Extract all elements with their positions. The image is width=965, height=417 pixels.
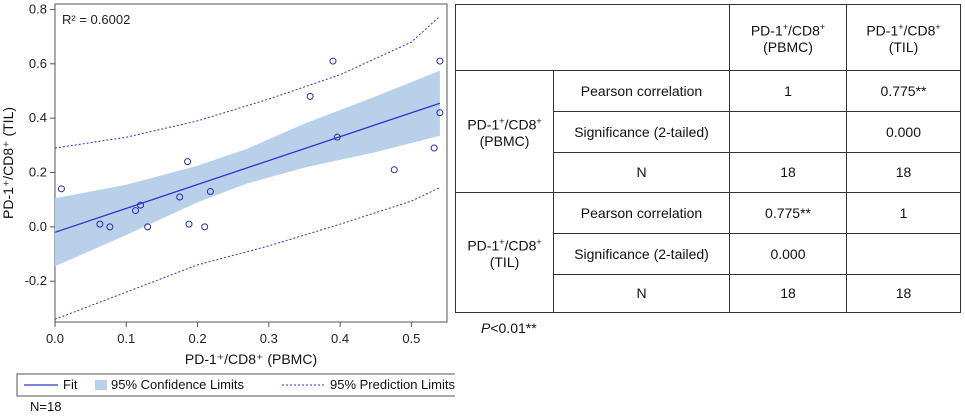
row-group-label-pbmc: PD-1+/CD8+ (PBMC) — [455, 70, 554, 193]
value-cell: 18 — [729, 274, 847, 313]
x-tick-label: 0.0 — [46, 331, 64, 346]
data-point — [329, 57, 337, 65]
value-cell — [729, 111, 847, 153]
stat-label: N — [553, 152, 730, 193]
legend-confidence-label: 95% Confidence Limits — [111, 377, 244, 392]
legend-fit-label: Fit — [63, 377, 78, 392]
value-cell — [846, 233, 961, 275]
stat-label: Significance (2-tailed) — [553, 111, 730, 153]
prediction-limit-upper — [54, 15, 441, 149]
y-tick-label: 0.2 — [29, 165, 47, 180]
table-row: PD-1+/CD8+ (TIL) Pearson correlation 0.77… — [455, 192, 961, 313]
table-row: Significance (2-tailed) 0.000 — [456, 111, 961, 153]
data-point — [185, 220, 193, 228]
value-cell: 18 — [729, 152, 847, 193]
legend-prediction-label: 95% Prediction Limits — [330, 377, 455, 392]
data-point — [96, 220, 104, 228]
fit-line — [54, 102, 441, 233]
header-empty-cell — [455, 4, 730, 71]
x-tick-label: 0.3 — [260, 331, 278, 346]
y-tick-label: 0.6 — [29, 56, 47, 71]
data-point — [176, 193, 184, 201]
value-cell: 0.775** — [729, 192, 847, 234]
p-value-note: P<0.01** — [481, 320, 537, 336]
plot-frame — [54, 3, 448, 323]
table-header-row: PD-1+/CD8+ (PBMC) PD-1+/CD8+ (TIL) — [455, 4, 961, 71]
value-cell: 0.000 — [729, 233, 847, 275]
col-header-pbmc: PD-1+/CD8+ (PBMC) — [729, 4, 847, 71]
col-header-til: PD-1+/CD8+ (TIL) — [846, 4, 961, 71]
x-axis-title: PD-1⁺/CD8⁺ (PBMC) — [185, 351, 317, 367]
data-point — [201, 223, 209, 231]
stat-label: Significance (2-tailed) — [553, 233, 730, 275]
value-cell: 1 — [846, 192, 961, 234]
value-cell: 0.775** — [846, 70, 961, 112]
scatter-chart: 0.0 0.1 0.2 0.3 0.4 0.5 -0.2 0.0 0.2 0.4 0.6 0.8 R… — [0, 1, 455, 397]
prediction-limit-lower — [54, 187, 441, 320]
data-point — [436, 57, 444, 65]
table-row: N 18 18 — [456, 274, 961, 313]
y-tick-label: 0.4 — [29, 110, 47, 125]
x-tick-label: 0.5 — [402, 331, 420, 346]
data-point — [430, 144, 438, 152]
correlation-table: PD-1+/CD8+ (PBMC) PD-1+/CD8+ (TIL) PD-1+/C… — [455, 4, 961, 313]
value-cell: 0.000 — [846, 111, 961, 153]
confidence-band — [55, 70, 440, 267]
legend-box — [16, 373, 455, 397]
table-row: PD-1+/CD8+ (PBMC) Pearson correlation 1 0… — [455, 70, 961, 193]
y-tick-label: 0.8 — [29, 1, 47, 16]
data-point — [436, 109, 444, 117]
row-group-label-til: PD-1+/CD8+ (TIL) — [455, 192, 554, 313]
sample-size-note: N=18 — [30, 399, 62, 414]
stat-label: Pearson correlation — [553, 192, 730, 234]
data-point — [137, 201, 145, 209]
stat-label: Pearson correlation — [553, 70, 730, 112]
data-point — [132, 207, 140, 215]
data-point — [144, 223, 152, 231]
data-point — [106, 223, 114, 231]
data-point — [306, 92, 314, 100]
x-tick-label: 0.4 — [331, 331, 349, 346]
data-point — [57, 185, 65, 193]
legend-confidence-swatch — [95, 380, 107, 390]
y-axis-title: PD-1⁺/CD8⁺ (TIL) — [0, 107, 16, 219]
y-tick-label: 0.0 — [29, 219, 47, 234]
stat-label: N — [553, 274, 730, 313]
x-tick-label: 0.2 — [189, 331, 207, 346]
data-point — [184, 158, 192, 166]
value-cell: 18 — [846, 274, 961, 313]
data-point — [206, 188, 214, 196]
legend: Fit 95% Confidence Limits 95% Prediction… — [16, 373, 455, 397]
value-cell: 1 — [729, 70, 847, 112]
y-tick-label: -0.2 — [25, 273, 47, 288]
x-tick-label: 0.1 — [117, 331, 135, 346]
value-cell: 18 — [846, 152, 961, 193]
table-row: Significance (2-tailed) 0.000 — [456, 233, 961, 275]
r-squared-annotation: R² = 0.6002 — [62, 12, 130, 27]
data-point — [390, 166, 398, 174]
data-point — [333, 133, 341, 141]
table-row: N 18 18 — [456, 152, 961, 193]
